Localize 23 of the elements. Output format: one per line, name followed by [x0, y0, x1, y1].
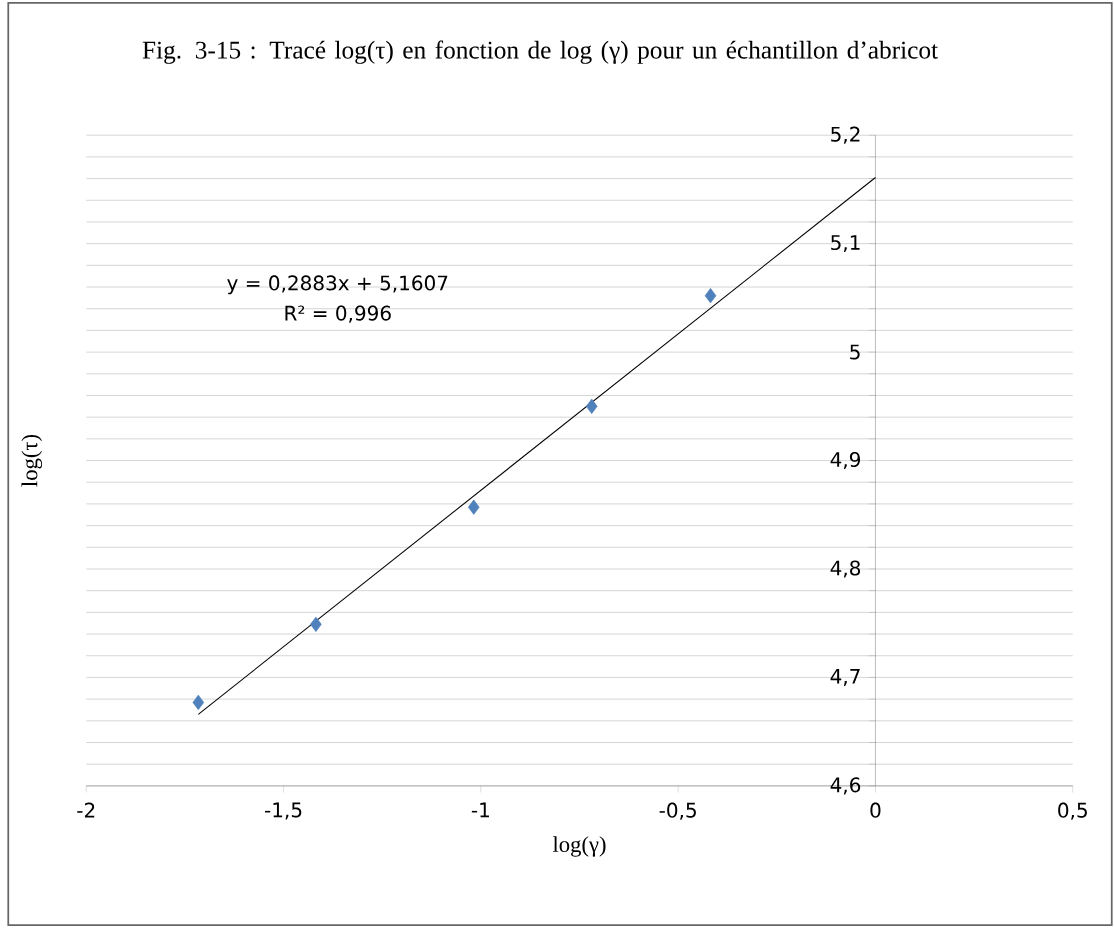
x-tick-label: -1: [471, 802, 489, 818]
point: [467, 499, 480, 515]
annotation: y = 0,2883x + 5,1607: [227, 275, 448, 295]
point: [585, 398, 598, 414]
y-tick-label: 4,9: [830, 451, 860, 470]
point: [704, 288, 717, 304]
x-tick-label: -1,5: [265, 802, 302, 820]
y-tick-label: 4,6: [830, 777, 861, 795]
annotation: R² = 0,996: [285, 305, 391, 323]
x-tick-label: 0: [870, 802, 881, 818]
x-tick-label: -2: [77, 802, 95, 818]
y-tick-label: 4,7: [830, 668, 860, 686]
x-tick-label: -0,5: [659, 802, 696, 820]
y-tick-label: 4,8: [830, 560, 861, 578]
y-tick-label: 5,1: [831, 235, 860, 253]
x-axis-title: log(γ): [552, 836, 606, 857]
point: [310, 616, 322, 632]
point: [192, 694, 205, 710]
y-axis-title: log(τ): [21, 434, 43, 487]
y-tick-label: 5: [850, 344, 860, 360]
x-tick-label: 0,5: [1058, 802, 1087, 820]
chart-title: Fig. 3-15 : Tracé log(τ) en fonction de log (γ) pour un échantillon d’abricot: [142, 40, 938, 64]
y-tick-label: 5,2: [831, 126, 860, 144]
